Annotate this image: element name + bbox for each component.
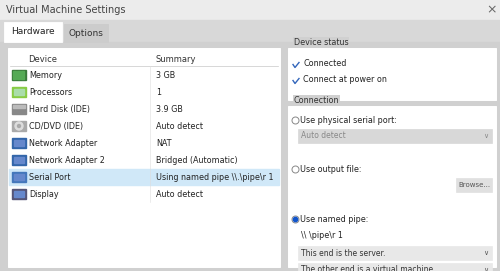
Text: Hard Disk (IDE): Hard Disk (IDE): [29, 105, 90, 114]
Text: Auto detect: Auto detect: [301, 131, 346, 140]
Bar: [292, 60, 300, 68]
Circle shape: [292, 166, 299, 173]
Bar: [8, 48, 280, 267]
Bar: [12, 87, 26, 97]
Bar: [456, 178, 492, 192]
Bar: [0, 0, 500, 20]
Bar: [298, 129, 492, 143]
Text: \\ \pipe\r 1: \\ \pipe\r 1: [301, 231, 343, 240]
Bar: [0, 20, 500, 42]
Bar: [12, 70, 26, 80]
Bar: [298, 228, 492, 243]
Text: 3 GB: 3 GB: [156, 71, 176, 80]
Bar: [12, 138, 26, 148]
Bar: [4, 22, 62, 42]
Text: Virtual Machine Settings: Virtual Machine Settings: [6, 5, 126, 15]
Text: Use physical serial port:: Use physical serial port:: [300, 116, 397, 125]
Bar: [298, 263, 492, 271]
Bar: [14, 157, 24, 163]
Text: Bridged (Automatic): Bridged (Automatic): [156, 156, 238, 165]
Text: Network Adapter 2: Network Adapter 2: [29, 156, 105, 165]
Text: Hardware: Hardware: [11, 27, 55, 37]
Text: ∨: ∨: [484, 267, 488, 271]
Text: Connect at power on: Connect at power on: [303, 76, 387, 85]
Bar: [12, 172, 26, 182]
Text: This end is the server.: This end is the server.: [301, 249, 386, 257]
Bar: [0, 42, 500, 271]
Text: Display: Display: [29, 190, 58, 199]
Bar: [9, 169, 279, 185]
Bar: [14, 140, 24, 146]
Bar: [298, 178, 453, 192]
Text: ×: ×: [487, 4, 497, 17]
Bar: [21, 71, 24, 79]
Text: ∨: ∨: [484, 250, 488, 256]
Text: Connection: Connection: [294, 96, 340, 105]
Bar: [288, 106, 496, 267]
Text: Memory: Memory: [29, 71, 62, 80]
Bar: [12, 155, 26, 165]
Text: Use output file:: Use output file:: [300, 165, 362, 174]
Text: Summary: Summary: [156, 54, 196, 63]
Text: Device status: Device status: [294, 38, 348, 47]
Bar: [64, 24, 108, 42]
Bar: [14, 89, 24, 95]
Text: Use named pipe:: Use named pipe:: [300, 215, 368, 224]
Bar: [13, 71, 16, 79]
Bar: [12, 104, 26, 114]
Text: Auto detect: Auto detect: [156, 122, 203, 131]
Text: ∨: ∨: [484, 133, 488, 139]
Bar: [17, 71, 20, 79]
Bar: [14, 191, 24, 197]
Bar: [12, 121, 26, 131]
Circle shape: [292, 216, 299, 223]
Bar: [14, 174, 24, 180]
Bar: [292, 76, 300, 84]
Circle shape: [15, 122, 23, 130]
Text: Connected: Connected: [303, 60, 346, 69]
Circle shape: [292, 117, 299, 124]
Text: Options: Options: [68, 28, 104, 37]
Bar: [13, 105, 25, 108]
Text: 1: 1: [156, 88, 161, 97]
Bar: [288, 48, 496, 100]
Circle shape: [18, 124, 20, 127]
Text: Device: Device: [28, 54, 57, 63]
Text: NAT: NAT: [156, 139, 172, 148]
Text: CD/DVD (IDE): CD/DVD (IDE): [29, 122, 83, 131]
Text: The other end is a virtual machine.: The other end is a virtual machine.: [301, 266, 436, 271]
Text: Auto detect: Auto detect: [156, 190, 203, 199]
Circle shape: [294, 217, 298, 222]
Text: Serial Port: Serial Port: [29, 173, 70, 182]
Text: 3.9 GB: 3.9 GB: [156, 105, 183, 114]
Text: Processors: Processors: [29, 88, 72, 97]
Bar: [298, 246, 492, 260]
Bar: [12, 189, 26, 199]
Text: Using named pipe \\.\pipe\r 1: Using named pipe \\.\pipe\r 1: [156, 173, 274, 182]
Text: Network Adapter: Network Adapter: [29, 139, 97, 148]
Text: Browse...: Browse...: [458, 182, 490, 188]
